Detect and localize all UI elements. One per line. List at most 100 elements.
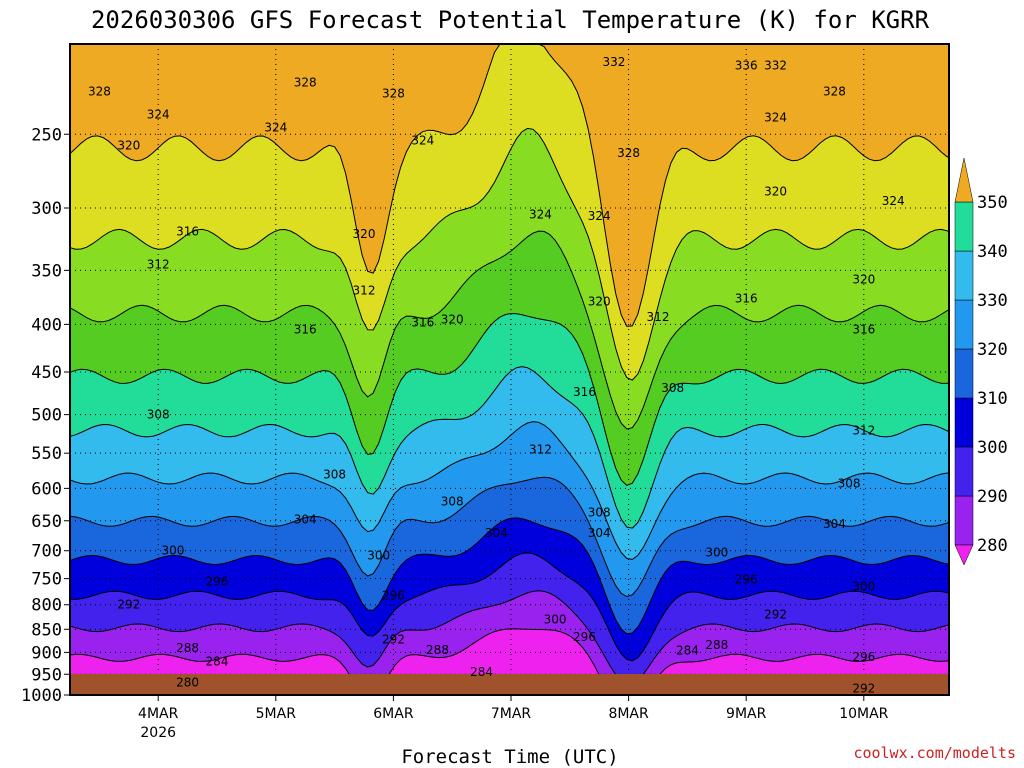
- contour-label: 324: [411, 134, 434, 148]
- contour-label: 336: [735, 59, 758, 73]
- contour-label: 308: [441, 495, 464, 509]
- contour-label: 292: [117, 598, 140, 612]
- contour-label: 316: [573, 385, 596, 399]
- contour-label: 304: [294, 513, 317, 527]
- contour-label: 296: [852, 650, 875, 664]
- contour-label: 296: [382, 589, 405, 603]
- x-tick-sublabel: 2026: [140, 725, 176, 741]
- contour-label: 328: [823, 85, 846, 99]
- colorbar-segment: [954, 299, 974, 350]
- colorbar-label: 300: [977, 438, 1008, 458]
- x-tick-label: 6MAR: [373, 706, 414, 722]
- colorbar: 280 290 300 310 320 330 340 350: [954, 157, 1008, 566]
- contour-label: 324: [882, 194, 905, 208]
- contour-label: 288: [176, 641, 199, 655]
- contour-label: 284: [470, 665, 493, 679]
- contour-label: 300: [367, 548, 390, 562]
- contour-label: 308: [588, 506, 611, 520]
- contour-label: 324: [764, 111, 787, 125]
- color-band: [70, 44, 949, 327]
- contour-label: 328: [294, 76, 317, 90]
- x-axis-label: Forecast Time (UTC): [401, 746, 618, 768]
- colorbar-label: 330: [977, 291, 1008, 311]
- contour-label: 300: [544, 613, 567, 627]
- colorbar-label: 310: [977, 389, 1008, 409]
- contour-label: 332: [764, 59, 787, 73]
- contour-label: 324: [264, 121, 287, 135]
- contour-label: 284: [206, 654, 229, 668]
- contour-label: 312: [147, 258, 170, 272]
- contour-line: [70, 44, 949, 327]
- y-tick-label: 950: [31, 665, 62, 685]
- contour-label: 328: [382, 86, 405, 100]
- contour-label: 308: [838, 477, 861, 491]
- contour-labels: 328 324 320 316 312 308 300 296 292 288 284 280 328 3…: [88, 55, 905, 696]
- contour-label: 308: [323, 468, 346, 482]
- contour-label: 288: [426, 643, 449, 657]
- plot-frame: [69, 43, 950, 696]
- contour-label: 316: [852, 322, 875, 336]
- colorbar-segment: [954, 446, 974, 497]
- contour-label: 316: [411, 315, 434, 329]
- contour-label: 320: [353, 227, 376, 241]
- contour-label: 320: [852, 273, 875, 287]
- y-tick-label: 850: [31, 620, 62, 640]
- contour-label: 320: [588, 295, 611, 309]
- contour-label: 284: [676, 644, 699, 658]
- contour-line: [70, 127, 949, 381]
- contour-label: 328: [88, 85, 111, 99]
- contour-label: 292: [852, 682, 875, 696]
- contour-line: [70, 552, 949, 662]
- y-tick-label: 400: [31, 315, 62, 335]
- y-tick-label: 350: [31, 261, 62, 281]
- contour-label: 316: [735, 291, 758, 305]
- colorbar-extend-top: [954, 157, 974, 203]
- x-tick-label: 7MAR: [491, 706, 532, 722]
- contour-label: 296: [206, 574, 229, 588]
- chart-title: 2026030306 GFS Forecast Potential Temper…: [91, 6, 930, 34]
- x-tick-label: 5MAR: [256, 706, 297, 722]
- colorbar-segment: [954, 397, 974, 448]
- contour-label: 324: [529, 208, 552, 222]
- contour-label: 300: [705, 546, 728, 560]
- source-credit: coolwx.com/modelts: [853, 744, 1016, 762]
- y-tick-label: 500: [31, 406, 62, 426]
- contour-label: 308: [661, 381, 684, 395]
- y-tick-label: 300: [31, 199, 62, 219]
- colorbar-label: 340: [977, 242, 1008, 262]
- contour-label: 292: [764, 608, 787, 622]
- contour-line: [70, 230, 949, 430]
- contour-label: 312: [529, 443, 552, 457]
- colorbar-segment: [954, 495, 974, 546]
- colorbar-segment: [954, 348, 974, 399]
- colorbar-extend-bottom: [954, 544, 974, 566]
- contour-label: 312: [353, 284, 376, 298]
- colorbar-segment: [954, 201, 974, 252]
- contour-line: [70, 312, 949, 486]
- y-axis: 250 300 350 400 450 500 550 600 650 700 750 800 850 9…: [21, 125, 70, 706]
- contour-label: 320: [441, 312, 464, 326]
- contour-label: 316: [294, 322, 317, 336]
- colorbar-label: 280: [977, 536, 1008, 556]
- ground-surface: [70, 674, 949, 695]
- x-tick-label: 8MAR: [608, 706, 649, 722]
- colorbar-label: 320: [977, 340, 1008, 360]
- y-tick-label: 700: [31, 542, 62, 562]
- y-tick-label: 600: [31, 479, 62, 499]
- contour-label: 324: [588, 209, 611, 223]
- contour-label: 320: [764, 185, 787, 199]
- x-tick-label: 9MAR: [726, 706, 767, 722]
- contour-line: [70, 628, 949, 695]
- contour-label: 304: [485, 526, 508, 540]
- y-tick-label: 450: [31, 363, 62, 383]
- contour-label: 296: [573, 630, 596, 644]
- contour-label: 324: [147, 107, 170, 121]
- contour-label: 296: [735, 573, 758, 587]
- contour-label: 308: [147, 408, 170, 422]
- y-tick-label: 900: [31, 643, 62, 663]
- x-axis: 4MAR 2026 5MAR 6MAR 7MAR 8MAR 9MAR 10MAR: [138, 695, 889, 741]
- contour-label: 320: [117, 138, 140, 152]
- contour-label: 312: [852, 424, 875, 438]
- contour-label: 300: [161, 544, 184, 558]
